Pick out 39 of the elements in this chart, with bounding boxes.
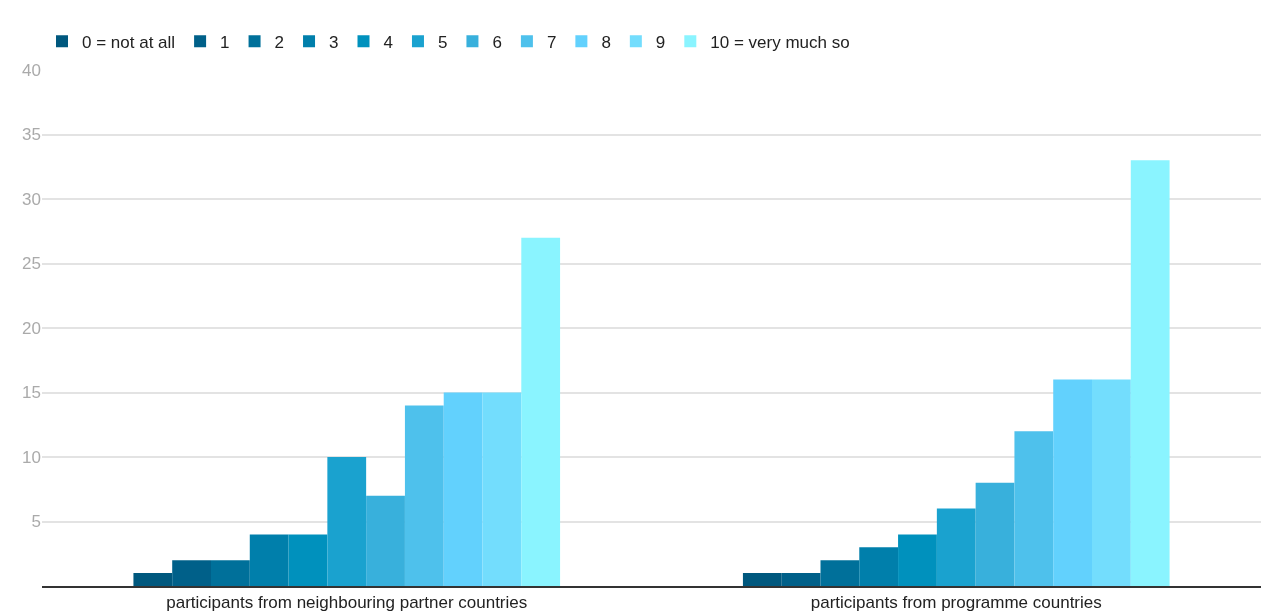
bar — [859, 547, 899, 586]
bar — [1092, 379, 1131, 586]
x-tick-label: participants from programme countries — [810, 593, 1102, 613]
y-tick-label: 20 — [22, 318, 41, 338]
y-tick-label: 10 — [22, 447, 41, 467]
bar — [249, 534, 289, 586]
legend-label: 0 = not at all — [82, 32, 176, 52]
legend-label: 5 — [437, 32, 448, 52]
y-tick-label: 15 — [22, 383, 41, 403]
bar — [1053, 379, 1092, 586]
legend-label: 2 — [274, 32, 285, 52]
legend-label: 9 — [655, 32, 666, 52]
bar — [366, 495, 405, 586]
legend-label: 6 — [492, 32, 502, 52]
y-tick-label: 5 — [31, 512, 41, 532]
bar — [443, 392, 483, 586]
y-tick-label: 35 — [22, 125, 41, 145]
legend-label: 10 = very much so — [710, 32, 850, 52]
legend-label: 4 — [383, 32, 393, 52]
y-tick-label: 40 — [22, 60, 41, 80]
bar — [820, 560, 860, 586]
bar — [288, 534, 328, 586]
bar — [936, 508, 976, 586]
bar — [327, 457, 367, 586]
legend-label: 1 — [220, 32, 230, 52]
x-tick-label: participants from neighbouring partner countries — [166, 593, 528, 613]
bar — [211, 560, 250, 586]
legend-label: 3 — [329, 32, 339, 52]
bar — [482, 392, 522, 586]
bar — [898, 534, 937, 586]
bar — [1014, 431, 1054, 586]
bar — [404, 405, 444, 586]
bar — [521, 237, 561, 586]
y-tick-label: 30 — [22, 189, 41, 209]
bar — [975, 482, 1015, 586]
bar — [1130, 160, 1170, 586]
y-tick-label: 25 — [22, 254, 41, 274]
legend-label: 8 — [601, 32, 611, 52]
legend-label: 7 — [546, 32, 557, 52]
